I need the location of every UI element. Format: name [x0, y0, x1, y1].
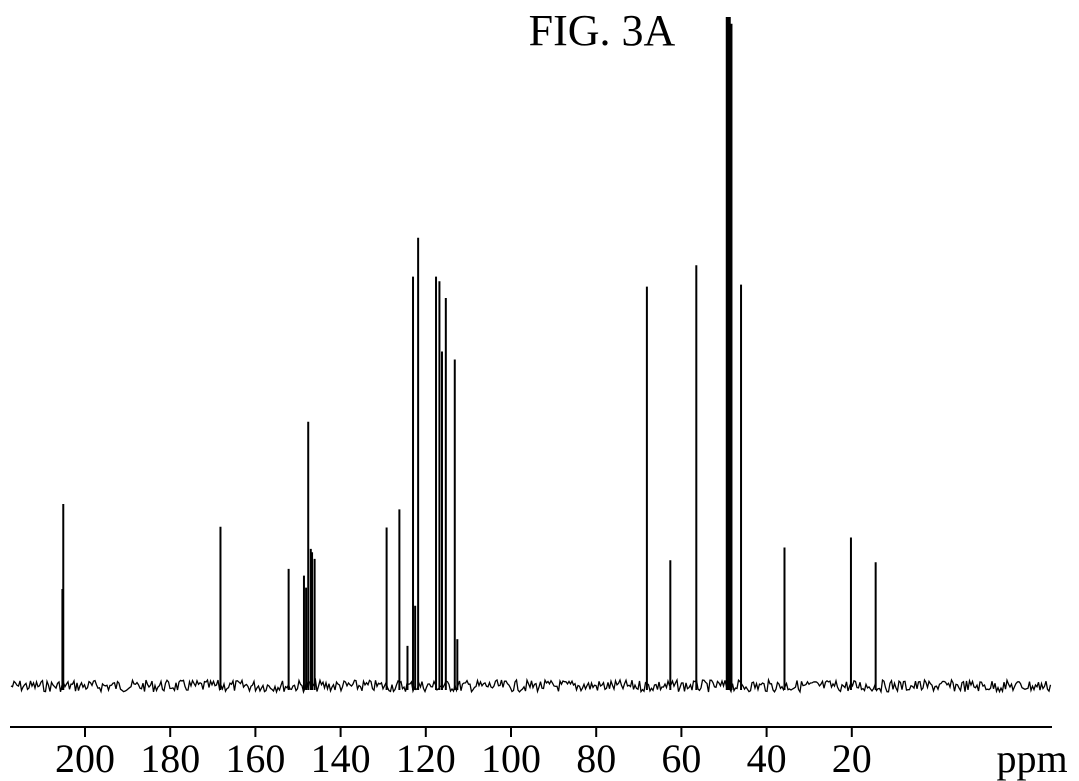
x-tick-label-200: 200 [55, 736, 115, 781]
x-tick-label-80: 80 [576, 736, 616, 781]
x-tick-label-140: 140 [311, 736, 371, 781]
figure-title: FIG. 3A [529, 6, 676, 55]
x-axis-unit-label: ppm [996, 736, 1067, 781]
x-tick-label-100: 100 [481, 736, 541, 781]
x-axis-ticks: 200 180 160 140 120 100 80 60 40 20 [55, 727, 872, 781]
x-tick-label-60: 60 [661, 736, 701, 781]
x-tick-label-120: 120 [396, 736, 456, 781]
x-tick-label-40: 40 [747, 736, 787, 781]
x-tick-label-20: 20 [832, 736, 872, 781]
baseline-noise [11, 680, 1051, 692]
peaks-group [62, 17, 875, 690]
x-tick-label-160: 160 [225, 736, 285, 781]
x-tick-label-180: 180 [140, 736, 200, 781]
baseline-noise-trace [11, 680, 1051, 692]
